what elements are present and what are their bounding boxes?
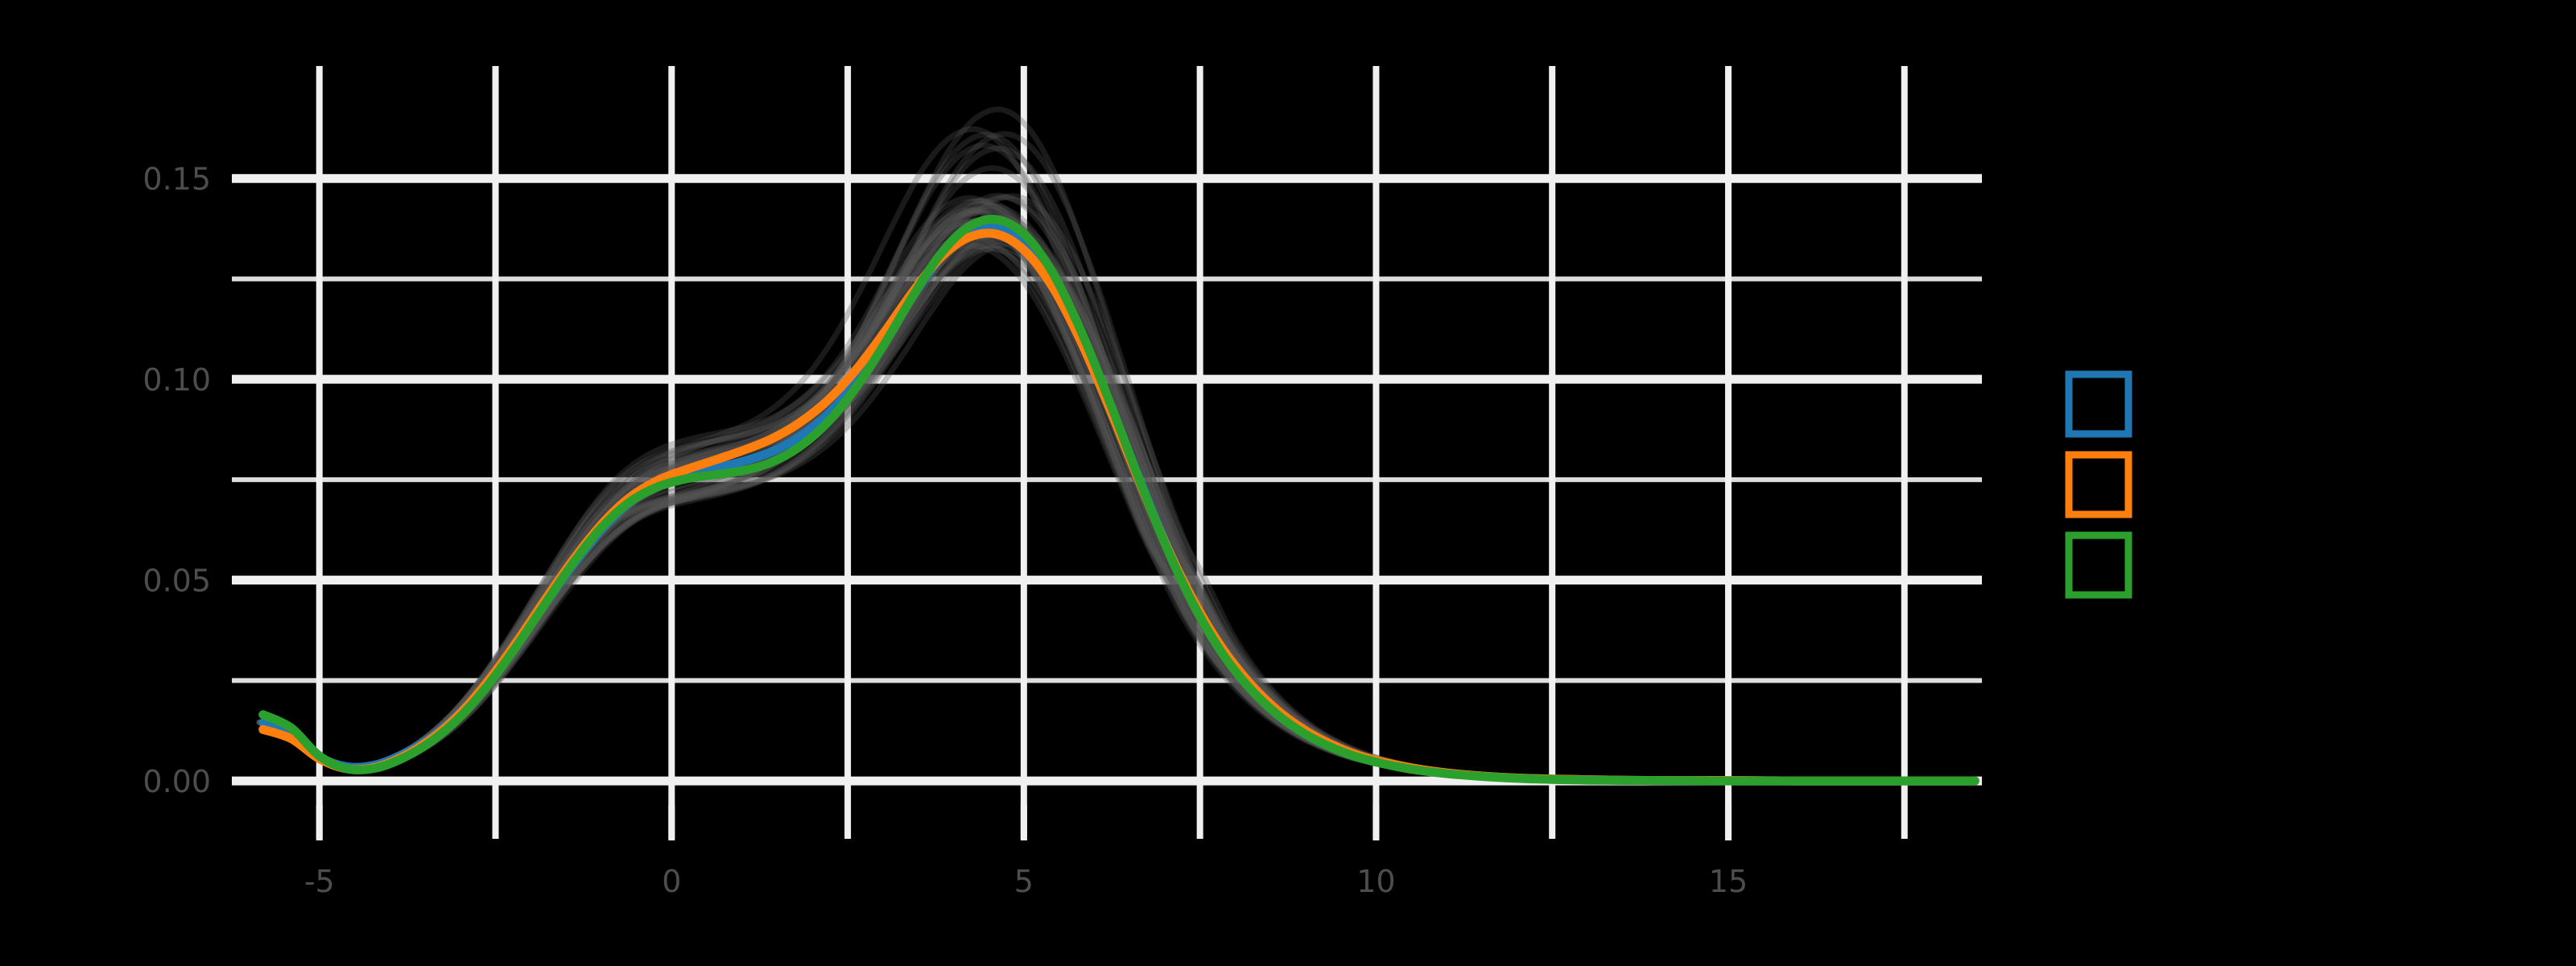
highlighted-series-layer (258, 214, 1979, 786)
x-tick-label: 5 (1014, 864, 1034, 899)
y-axis-tick-labels: 0.00 0.05 0.10 0.15 (142, 162, 211, 799)
x-tick-label: 15 (1709, 864, 1748, 899)
y-tick-label: 0.05 (142, 564, 211, 599)
chart-legend[interactable] (2065, 370, 2132, 599)
legend-swatch-orange[interactable] (2065, 451, 2132, 518)
y-tick-label: 0.10 (142, 362, 211, 398)
y-tick-label: 0.00 (142, 764, 211, 799)
legend-swatch-green[interactable] (2065, 531, 2132, 599)
x-tick-label: 0 (662, 864, 681, 899)
y-tick-label: 0.15 (142, 162, 211, 197)
curve-green (258, 214, 1979, 786)
x-axis-tick-labels: -5 0 5 10 15 (304, 864, 1748, 899)
x-tick-label: 10 (1356, 864, 1395, 899)
x-gridlines (316, 66, 1908, 839)
x-tick-label: -5 (304, 864, 335, 899)
y-minor-gridlines (232, 276, 1982, 683)
x-axis-tick-marks (316, 805, 1732, 840)
legend-swatch-blue[interactable] (2065, 370, 2132, 438)
